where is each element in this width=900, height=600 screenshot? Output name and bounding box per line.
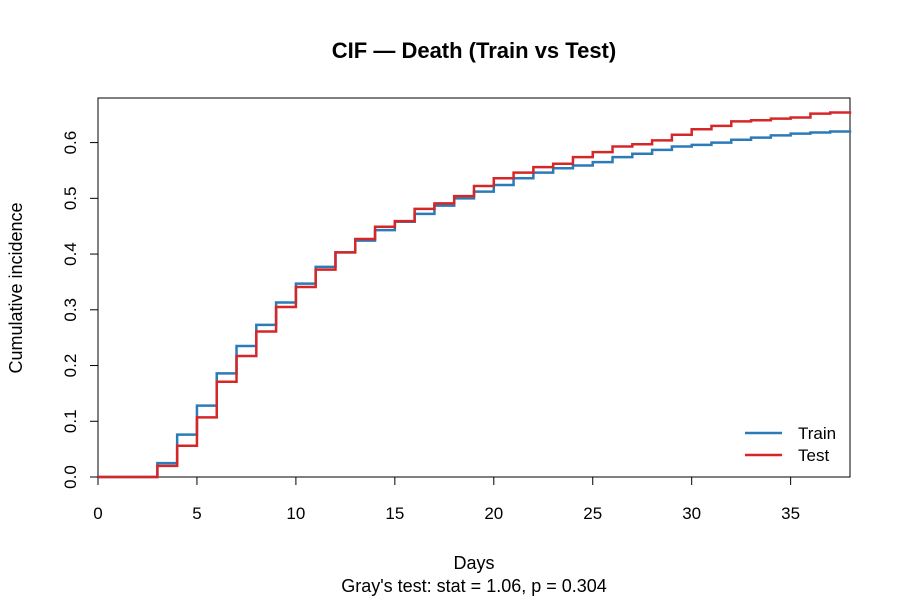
x-tick-label: 5 <box>192 504 201 523</box>
x-tick-label: 20 <box>484 504 503 523</box>
legend-label-train: Train <box>798 424 836 443</box>
x-tick-label: 30 <box>682 504 701 523</box>
chart-subtitle: Gray's test: stat = 1.06, p = 0.304 <box>341 576 607 596</box>
y-tick-label: 0.2 <box>61 354 80 378</box>
x-axis-label: Days <box>453 553 494 573</box>
x-tick-label: 25 <box>583 504 602 523</box>
y-tick-label: 0.1 <box>61 409 80 433</box>
y-tick-label: 0.5 <box>61 187 80 211</box>
x-tick-label: 15 <box>385 504 404 523</box>
y-tick-label: 0.0 <box>61 465 80 489</box>
y-axis-label: Cumulative incidence <box>6 202 26 373</box>
series-line-test <box>98 111 852 479</box>
chart-title: CIF — Death (Train vs Test) <box>332 38 616 63</box>
x-tick-label: 35 <box>781 504 800 523</box>
y-tick-label: 0.3 <box>61 298 80 322</box>
legend: Train Test <box>745 424 836 465</box>
x-tick-label: 0 <box>93 504 102 523</box>
y-tick-label: 0.6 <box>61 131 80 155</box>
plot-frame <box>97 97 851 478</box>
legend-label-test: Test <box>798 446 829 465</box>
y-tick-label: 0.4 <box>61 242 80 266</box>
series-line-train <box>98 130 852 479</box>
x-tick-label: 10 <box>286 504 305 523</box>
